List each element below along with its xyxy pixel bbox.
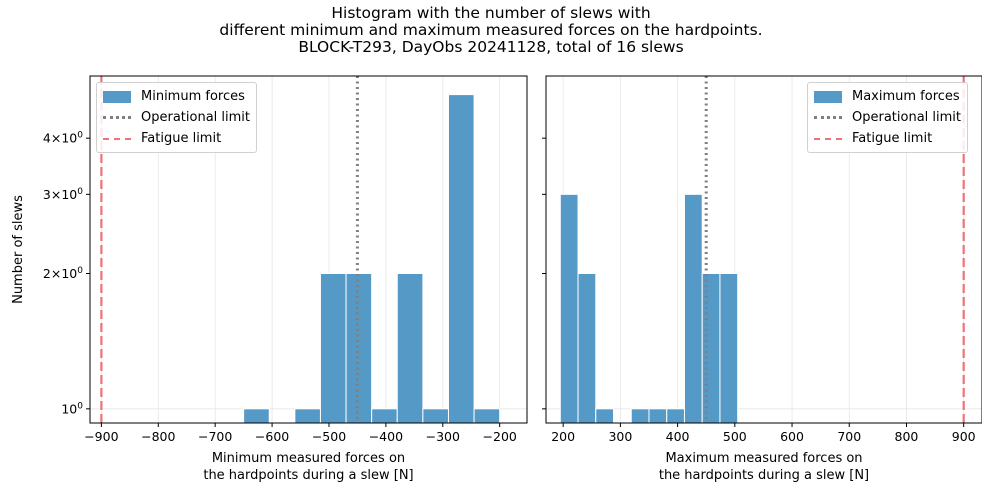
legend-line-dashed [103,137,131,140]
panel-left: −900 −800 −700 −600 −500 −400 −300 −2001002×100… [11,75,528,483]
histogram-bar [559,193,579,423]
x-tick-label: −300 [426,429,460,444]
histogram-bar [719,273,739,423]
histogram-bar [345,273,373,423]
x-tick-label: −700 [198,429,232,444]
x-tick-label: 500 [723,429,747,444]
y-tick-label-base: 2×10 [43,266,77,281]
legend-label: Minimum forces [141,89,245,104]
legend-right: Maximum forces Operational limit Fatigue… [807,82,969,153]
legend-item-fatigue-limit: Fatigue limit [103,128,250,149]
legend-line-dashed [814,137,842,140]
histogram-bar [683,193,703,423]
x-axis-label: Minimum measured forces on [212,451,405,466]
legend-label: Operational limit [141,110,251,125]
x-tick-label: −500 [312,429,346,444]
x-axis-label: the hardpoints during a slew [N] [203,468,413,483]
x-tick-label: −900 [84,429,118,444]
y-tick-label-base: 3×10 [43,187,77,202]
histogram-bar [595,408,615,423]
histogram-bar [396,273,424,423]
x-tick-label: −600 [255,429,289,444]
histogram-bar [447,94,475,423]
x-tick-label: 400 [666,429,690,444]
legend-item-minimum-forces: Minimum forces [103,86,250,107]
legend-line-dotted [814,116,842,119]
legend-item-fatigue-limit: Fatigue limit [814,128,961,149]
legend-swatch-bars [103,90,131,103]
y-tick-label-base: 10 [61,401,77,416]
legend-swatch-bars [814,90,842,103]
axes-frame [89,75,528,424]
y-tick-label-exponent: 0 [77,131,83,141]
x-axis-label: Maximum measured forces on [665,451,862,466]
y-axis-label: Number of slews [11,195,26,304]
y-tick-label-base: 4×10 [43,131,77,146]
legend-item-operational-limit: Operational limit [814,107,961,128]
legend-label: Fatigue limit [141,131,222,146]
histogram-bar [243,408,270,423]
x-axis-label: the hardpoints during a slew [N] [659,468,869,483]
legend-line-dotted [103,116,131,119]
y-tick-label: 100 [61,401,83,416]
legend-item-maximum-forces: Maximum forces [814,86,961,107]
x-tick-label: −200 [483,429,517,444]
legend-item-operational-limit: Operational limit [103,107,250,128]
x-tick-label: 700 [837,429,861,444]
legend-label: Maximum forces [852,89,960,104]
x-tick-label: 200 [551,429,575,444]
histogram-bar [319,273,347,423]
x-tick-label: 300 [608,429,632,444]
bars-group [243,94,501,423]
y-tick-label-exponent: 0 [77,266,83,276]
chart-title-line-1: Histogram with the number of slews with [331,4,651,22]
histogram-bar [577,273,597,423]
legend-left: Minimum forces Operational limit Fatigue… [96,82,258,153]
x-tick-label: 900 [952,429,976,444]
histogram-bar [473,408,501,423]
y-tick-label-exponent: 0 [77,401,83,411]
y-tick-label-exponent: 0 [77,187,83,197]
x-tick-label: −400 [369,429,403,444]
chart-title-line-3: BLOCK-T293, DayObs 20241128, total of 16… [298,38,684,56]
panel-right: 200 300 400 500 600 700 800 900 Maximum measured… [542,75,982,483]
axes-frame [545,75,982,424]
y-tick-label: 4×100 [43,131,83,146]
x-tick-label: −800 [141,429,175,444]
bars-group [559,193,739,423]
y-tick-label: 2×100 [43,266,83,281]
x-tick-label: 600 [780,429,804,444]
chart-title-line-2: different minimum and maximum measured f… [219,21,763,39]
y-tick-label: 3×100 [43,187,83,202]
x-tick-label: 800 [895,429,919,444]
legend-label: Fatigue limit [852,131,933,146]
legend-label: Operational limit [852,110,962,125]
